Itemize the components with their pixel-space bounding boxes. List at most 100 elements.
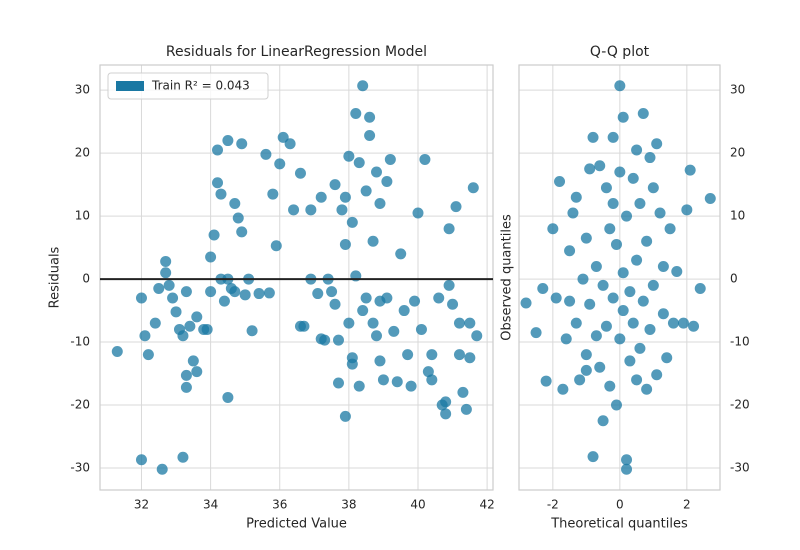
point [364, 111, 376, 123]
point [634, 198, 646, 210]
point [574, 374, 586, 386]
point [191, 311, 203, 323]
point [641, 235, 653, 247]
point [267, 188, 279, 200]
point [554, 175, 566, 187]
point [229, 198, 241, 210]
point [409, 295, 421, 307]
point [270, 240, 282, 252]
point [215, 188, 227, 200]
legend-label: Train R² = 0.043 [151, 79, 250, 93]
point [617, 111, 629, 123]
point [405, 380, 417, 392]
point [236, 226, 248, 238]
point [294, 167, 306, 179]
point [339, 191, 351, 203]
point [540, 375, 552, 387]
axes-frame [99, 64, 494, 491]
point [614, 80, 626, 92]
point [547, 223, 559, 235]
point [139, 330, 151, 342]
point [600, 182, 612, 194]
point [440, 408, 452, 420]
point [530, 327, 542, 339]
point [607, 198, 619, 210]
point [607, 131, 619, 143]
point [371, 166, 383, 178]
point [170, 306, 182, 318]
point [584, 298, 596, 310]
y-tick-label: -20 [70, 398, 90, 412]
point [671, 266, 683, 278]
point [621, 454, 633, 466]
point [614, 166, 626, 178]
point [457, 386, 469, 398]
legend-swatch [116, 81, 144, 91]
point [246, 325, 258, 337]
point [357, 305, 369, 317]
x-tick-label: 32 [134, 498, 149, 512]
point [564, 245, 576, 257]
point [594, 361, 606, 373]
x-tick-label: 0 [616, 498, 624, 512]
point [426, 349, 438, 361]
point [357, 80, 369, 92]
point [336, 204, 348, 216]
point [135, 454, 147, 466]
point [177, 330, 189, 342]
point [208, 229, 220, 241]
x-tick-label: 36 [272, 498, 287, 512]
point [651, 369, 663, 381]
point [580, 349, 592, 361]
point [584, 163, 596, 175]
point [644, 323, 656, 335]
point [580, 232, 592, 244]
point [364, 130, 376, 142]
point [661, 352, 673, 364]
point [597, 415, 609, 427]
point [415, 323, 427, 335]
y-tick-label: 30 [75, 83, 90, 97]
y-tick-label: 20 [75, 146, 90, 160]
point [326, 286, 338, 298]
point [557, 383, 569, 395]
point [339, 238, 351, 250]
point [201, 323, 213, 335]
point [594, 160, 606, 172]
point [433, 292, 445, 304]
point [657, 260, 669, 272]
point [332, 377, 344, 389]
point [395, 248, 407, 260]
point [467, 182, 479, 194]
point [464, 317, 476, 329]
point [142, 349, 154, 361]
y-axis-label: Residuals [48, 246, 63, 308]
y-tick-label: 10 [730, 209, 745, 223]
point [343, 317, 355, 329]
legend-box [107, 72, 269, 100]
x-tick-label: 38 [341, 498, 356, 512]
point [205, 286, 217, 298]
point [624, 355, 636, 367]
point [353, 380, 365, 392]
point [621, 463, 633, 475]
point [627, 172, 639, 184]
point [391, 376, 403, 388]
point [180, 286, 192, 298]
point [610, 238, 622, 250]
x-tick-label: 34 [203, 498, 218, 512]
point [644, 152, 656, 164]
point [222, 135, 234, 147]
point [677, 317, 689, 329]
point [381, 175, 393, 187]
point [284, 138, 296, 150]
x-axis-label: Predicted Value [246, 517, 347, 532]
point [229, 286, 241, 298]
point [604, 380, 616, 392]
point [343, 150, 355, 162]
point [360, 292, 372, 304]
point [177, 451, 189, 463]
point [353, 157, 365, 169]
point [288, 204, 300, 216]
point [537, 283, 549, 295]
